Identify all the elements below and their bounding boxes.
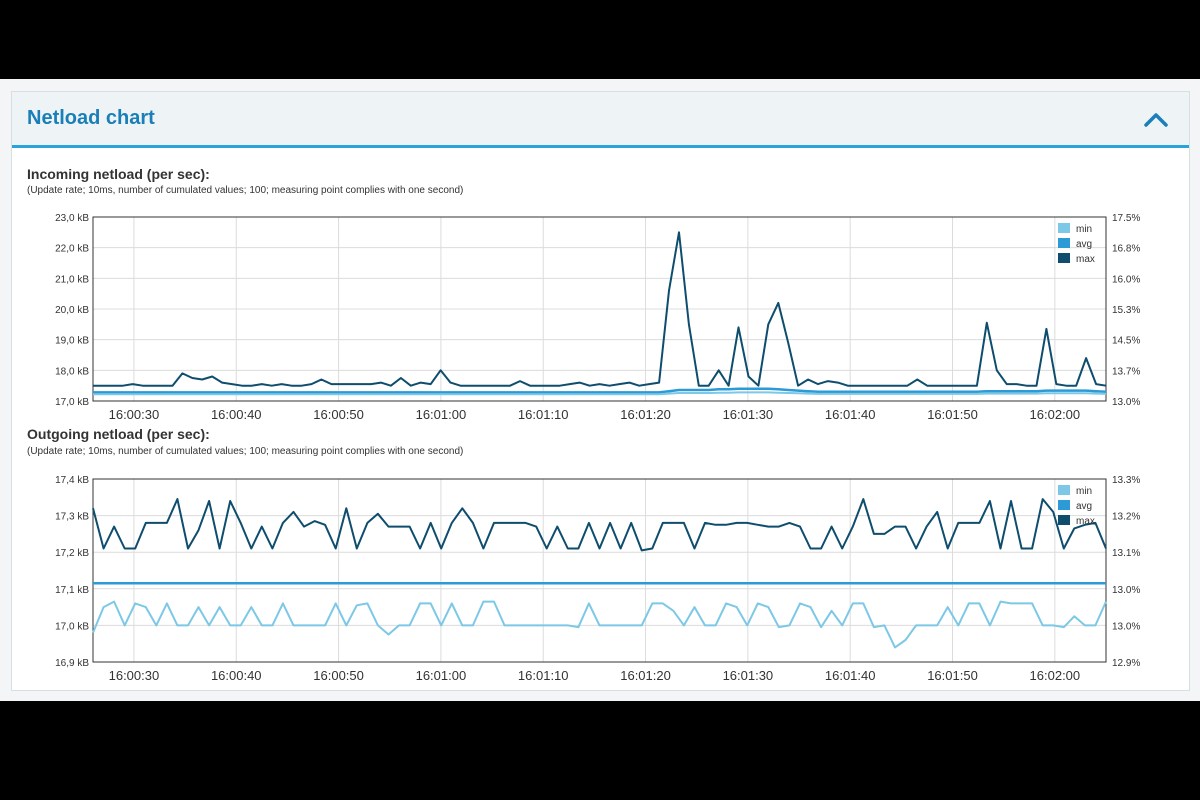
outgoing-legend-swatch-min xyxy=(1058,485,1070,495)
incoming-legend-label-avg: avg xyxy=(1076,239,1092,250)
outgoing-legend-swatch-avg xyxy=(1058,500,1070,510)
outgoing-legend-label-max: max xyxy=(1076,516,1095,527)
incoming-chart-title: Incoming netload (per sec): xyxy=(27,166,210,182)
incoming-x-tick-label: 16:01:20 xyxy=(620,407,671,422)
outgoing-netload-chart: 16:00:30 16:00:40 16:00:50 16:01:00 16:01:10… xyxy=(55,475,1140,683)
outgoing-legend-swatch-max xyxy=(1058,515,1070,525)
outgoing-series-max-line xyxy=(92,498,1107,552)
outgoing-x-tick-label: 16:01:00 xyxy=(416,668,467,683)
incoming-legend-label-min: min xyxy=(1076,224,1092,235)
outgoing-x-tick-label: 16:01:40 xyxy=(825,668,876,683)
incoming-y-tick-label: 23,0 kB xyxy=(55,213,89,224)
panel-header[interactable]: Netload chart xyxy=(12,92,1189,148)
outgoing-y-tick-label: 17,0 kB xyxy=(55,621,89,632)
incoming-netload-chart: 16:00:30 16:00:40 16:00:50 16:01:00 16:01:10… xyxy=(55,213,1140,422)
panel-title: Netload chart xyxy=(27,107,155,129)
incoming-x-tick-label: 16:01:50 xyxy=(927,407,978,422)
incoming-y2-tick-label: 17.5% xyxy=(1112,213,1140,224)
incoming-y-tick-label: 19,0 kB xyxy=(55,336,89,347)
incoming-y-tick-label: 20,0 kB xyxy=(55,305,89,316)
incoming-x-tick-label: 16:01:30 xyxy=(723,407,774,422)
incoming-y2-tick-label: 14.5% xyxy=(1112,336,1140,347)
incoming-legend-swatch-avg xyxy=(1058,238,1070,248)
outgoing-y-tick-label: 17,3 kB xyxy=(55,512,89,523)
outgoing-x-tick-label: 16:01:30 xyxy=(723,668,774,683)
incoming-y2-tick-label: 13.7% xyxy=(1112,366,1140,377)
incoming-y-tick-label: 18,0 kB xyxy=(55,366,89,377)
incoming-x-tick-label: 16:00:30 xyxy=(109,407,160,422)
outgoing-y-tick-label: 17,2 kB xyxy=(55,548,89,559)
outgoing-chart-title: Outgoing netload (per sec): xyxy=(27,426,210,442)
screen: Netload chart Incoming netload (per sec)… xyxy=(0,79,1200,701)
incoming-x-tick-label: 16:01:40 xyxy=(825,407,876,422)
incoming-y-tick-label: 21,0 kB xyxy=(55,274,89,285)
outgoing-y2-tick-label: 13.3% xyxy=(1112,475,1140,486)
outgoing-plot-frame xyxy=(92,478,1107,663)
incoming-x-tick-label: 16:01:00 xyxy=(416,407,467,422)
outgoing-y-tick-label: 17,4 kB xyxy=(55,475,89,486)
incoming-plot-frame xyxy=(92,216,1107,402)
incoming-legend-swatch-min xyxy=(1058,223,1070,233)
incoming-legend-swatch-max xyxy=(1058,253,1070,263)
outgoing-y2-tick-label: 13.1% xyxy=(1112,548,1140,559)
outgoing-x-tick-label: 16:01:20 xyxy=(620,668,671,683)
incoming-series-max-line xyxy=(93,231,1107,387)
incoming-x-tick-label: 16:01:10 xyxy=(518,407,569,422)
incoming-y-tick-label: 17,0 kB xyxy=(55,397,89,408)
outgoing-y2-tick-label: 13.0% xyxy=(1112,585,1140,596)
incoming-x-tick-label: 16:00:40 xyxy=(211,407,262,422)
incoming-y2-tick-label: 16.0% xyxy=(1112,274,1140,285)
incoming-x-tick-label: 16:02:00 xyxy=(1030,407,1081,422)
outgoing-x-tick-label: 16:00:40 xyxy=(211,668,262,683)
outgoing-x-tick-label: 16:02:00 xyxy=(1030,668,1081,683)
incoming-legend-label-max: max xyxy=(1076,254,1095,265)
incoming-y2-tick-label: 13.0% xyxy=(1112,397,1140,408)
outgoing-y2-tick-label: 13.0% xyxy=(1112,621,1140,632)
outgoing-x-tick-label: 16:00:30 xyxy=(109,668,160,683)
outgoing-y-tick-label: 16,9 kB xyxy=(55,658,89,669)
outgoing-x-tick-label: 16:01:10 xyxy=(518,668,569,683)
outgoing-chart-subtitle: (Update rate; 10ms, number of cumulated … xyxy=(27,446,464,457)
incoming-series-avg-line xyxy=(93,387,1107,394)
incoming-x-tick-label: 16:00:50 xyxy=(313,407,364,422)
incoming-y-tick-label: 22,0 kB xyxy=(55,244,89,255)
outgoing-y-tick-label: 17,1 kB xyxy=(55,585,89,596)
netload-panel: Netload chart Incoming netload (per sec)… xyxy=(11,91,1190,691)
outgoing-x-tick-label: 16:00:50 xyxy=(313,668,364,683)
outgoing-series-min-line xyxy=(92,600,1107,649)
outgoing-y2-tick-label: 13.2% xyxy=(1112,512,1140,523)
outgoing-legend-label-min: min xyxy=(1076,486,1092,497)
outgoing-y2-tick-label: 12.9% xyxy=(1112,658,1140,669)
incoming-series-min-line xyxy=(93,391,1107,396)
incoming-y2-tick-label: 15.3% xyxy=(1112,305,1140,316)
outgoing-legend-label-avg: avg xyxy=(1076,501,1092,512)
incoming-chart-subtitle: (Update rate; 10ms, number of cumulated … xyxy=(27,185,464,196)
outgoing-x-tick-label: 16:01:50 xyxy=(927,668,978,683)
chevron-up-icon[interactable] xyxy=(1143,110,1169,128)
incoming-y2-tick-label: 16.8% xyxy=(1112,244,1140,255)
